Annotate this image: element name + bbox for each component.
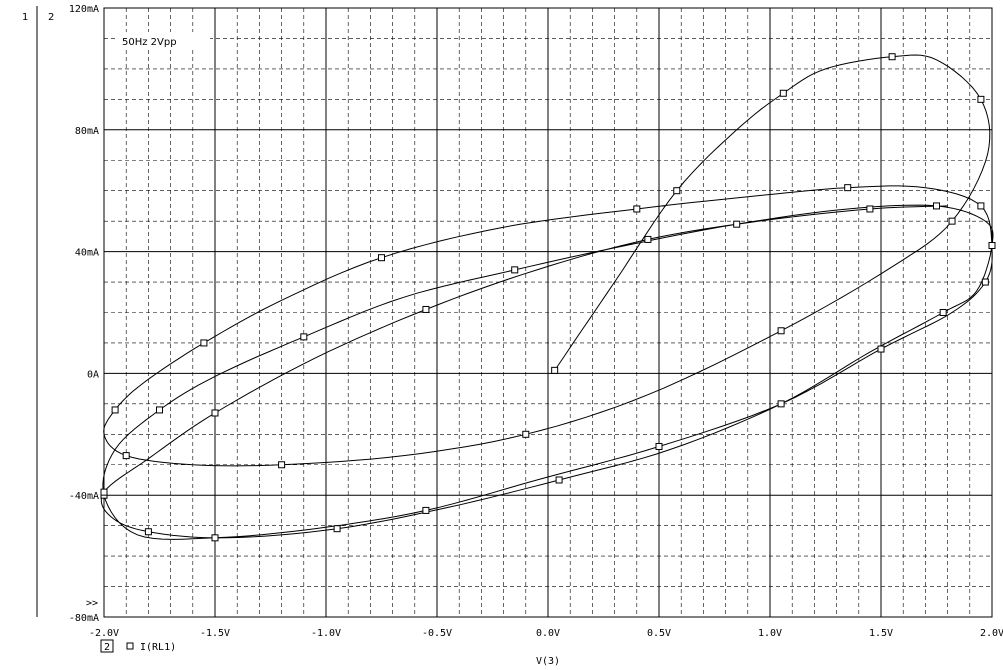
y-tick-label: 80mA [75, 126, 99, 137]
x-axis-ticks: -2.0V -1.5V -1.0V -0.5V 0.0V 0.5V 1.0V 1.5V 2.0V [89, 628, 1003, 639]
series-point-marker [378, 254, 385, 262]
y-tick-label: -40mA [69, 491, 99, 502]
series-point-marker [777, 327, 785, 335]
series-point-marker [988, 242, 996, 250]
y-tick-label: 0A [87, 369, 99, 380]
x-tick-label: 1.5V [869, 628, 893, 639]
y-tick-label: 40mA [75, 248, 99, 259]
series-point-marker [555, 476, 563, 484]
series-point-marker [644, 235, 652, 243]
x-tick-label: 2.0V [980, 628, 1003, 639]
x-tick-label: -0.5V [422, 628, 452, 639]
y-axis-ticks: -80mA -40mA 0A 40mA 80mA 120mA [69, 4, 99, 624]
series-point-marker [877, 345, 885, 353]
series-point-marker [673, 187, 681, 195]
series-point-marker [100, 488, 108, 496]
series-point-marker [422, 305, 430, 313]
series-markers [100, 53, 996, 542]
x-tick-label: -1.5V [200, 628, 230, 639]
series-point-marker [156, 406, 163, 414]
series-point-marker [948, 217, 956, 225]
legend-square-icon [126, 642, 134, 650]
series-point-marker [111, 406, 119, 414]
series-point-marker [422, 506, 430, 514]
series-point-marker [511, 266, 519, 274]
series-point-marker [981, 278, 989, 286]
plot-marker-2: 2 [48, 12, 54, 23]
series-point-marker [779, 89, 787, 97]
series-point-marker [655, 442, 663, 450]
series-point-marker [200, 339, 208, 347]
series-point-marker [278, 461, 286, 469]
x-tick-label: -1.0V [311, 628, 341, 639]
legend: 2 I(RL1) [100, 639, 176, 653]
annotation-box: 50Hz 2Vpp [118, 32, 210, 48]
series-point-marker [844, 184, 852, 192]
series-point-marker [211, 409, 219, 417]
x-tick-label: 0.5V [647, 628, 671, 639]
series-point-marker [633, 205, 641, 213]
y-tick-label: -80mA [69, 613, 99, 624]
series-point-marker [300, 333, 308, 341]
annotation-background [118, 32, 210, 48]
annotation-label: 50Hz 2Vpp [122, 37, 177, 48]
x-axis-label: V(3) [536, 656, 560, 667]
series-point-marker [122, 452, 130, 460]
plot-frame [103, 7, 993, 618]
legend-index: 2 [104, 642, 110, 653]
series-point-marker [144, 528, 152, 536]
series-point-marker [733, 220, 741, 228]
series-point-marker [522, 430, 530, 438]
x-tick-label: 1.0V [758, 628, 782, 639]
series-point-marker [866, 205, 874, 213]
x-tick-label: -2.0V [89, 628, 119, 639]
legend-index-box [100, 639, 114, 653]
series-point-marker [888, 53, 896, 61]
grid [104, 8, 992, 617]
series-point-marker [211, 534, 219, 542]
series-line-I-RL1 [100, 54, 994, 540]
series-point-marker [939, 309, 947, 316]
series-point-marker [933, 202, 940, 210]
series-point-marker [977, 202, 985, 210]
x-tick-label: 0.0V [536, 628, 560, 639]
plot-marker-1: 1 [22, 12, 28, 23]
series-point-marker [333, 525, 341, 533]
series-point-marker [977, 95, 985, 103]
series-point-marker [551, 366, 559, 374]
series-point-marker [777, 400, 785, 408]
legend-trace-label: I(RL1) [140, 642, 176, 653]
y-tick-label: 120mA [69, 4, 99, 15]
overflow-marker: >> [86, 598, 98, 609]
